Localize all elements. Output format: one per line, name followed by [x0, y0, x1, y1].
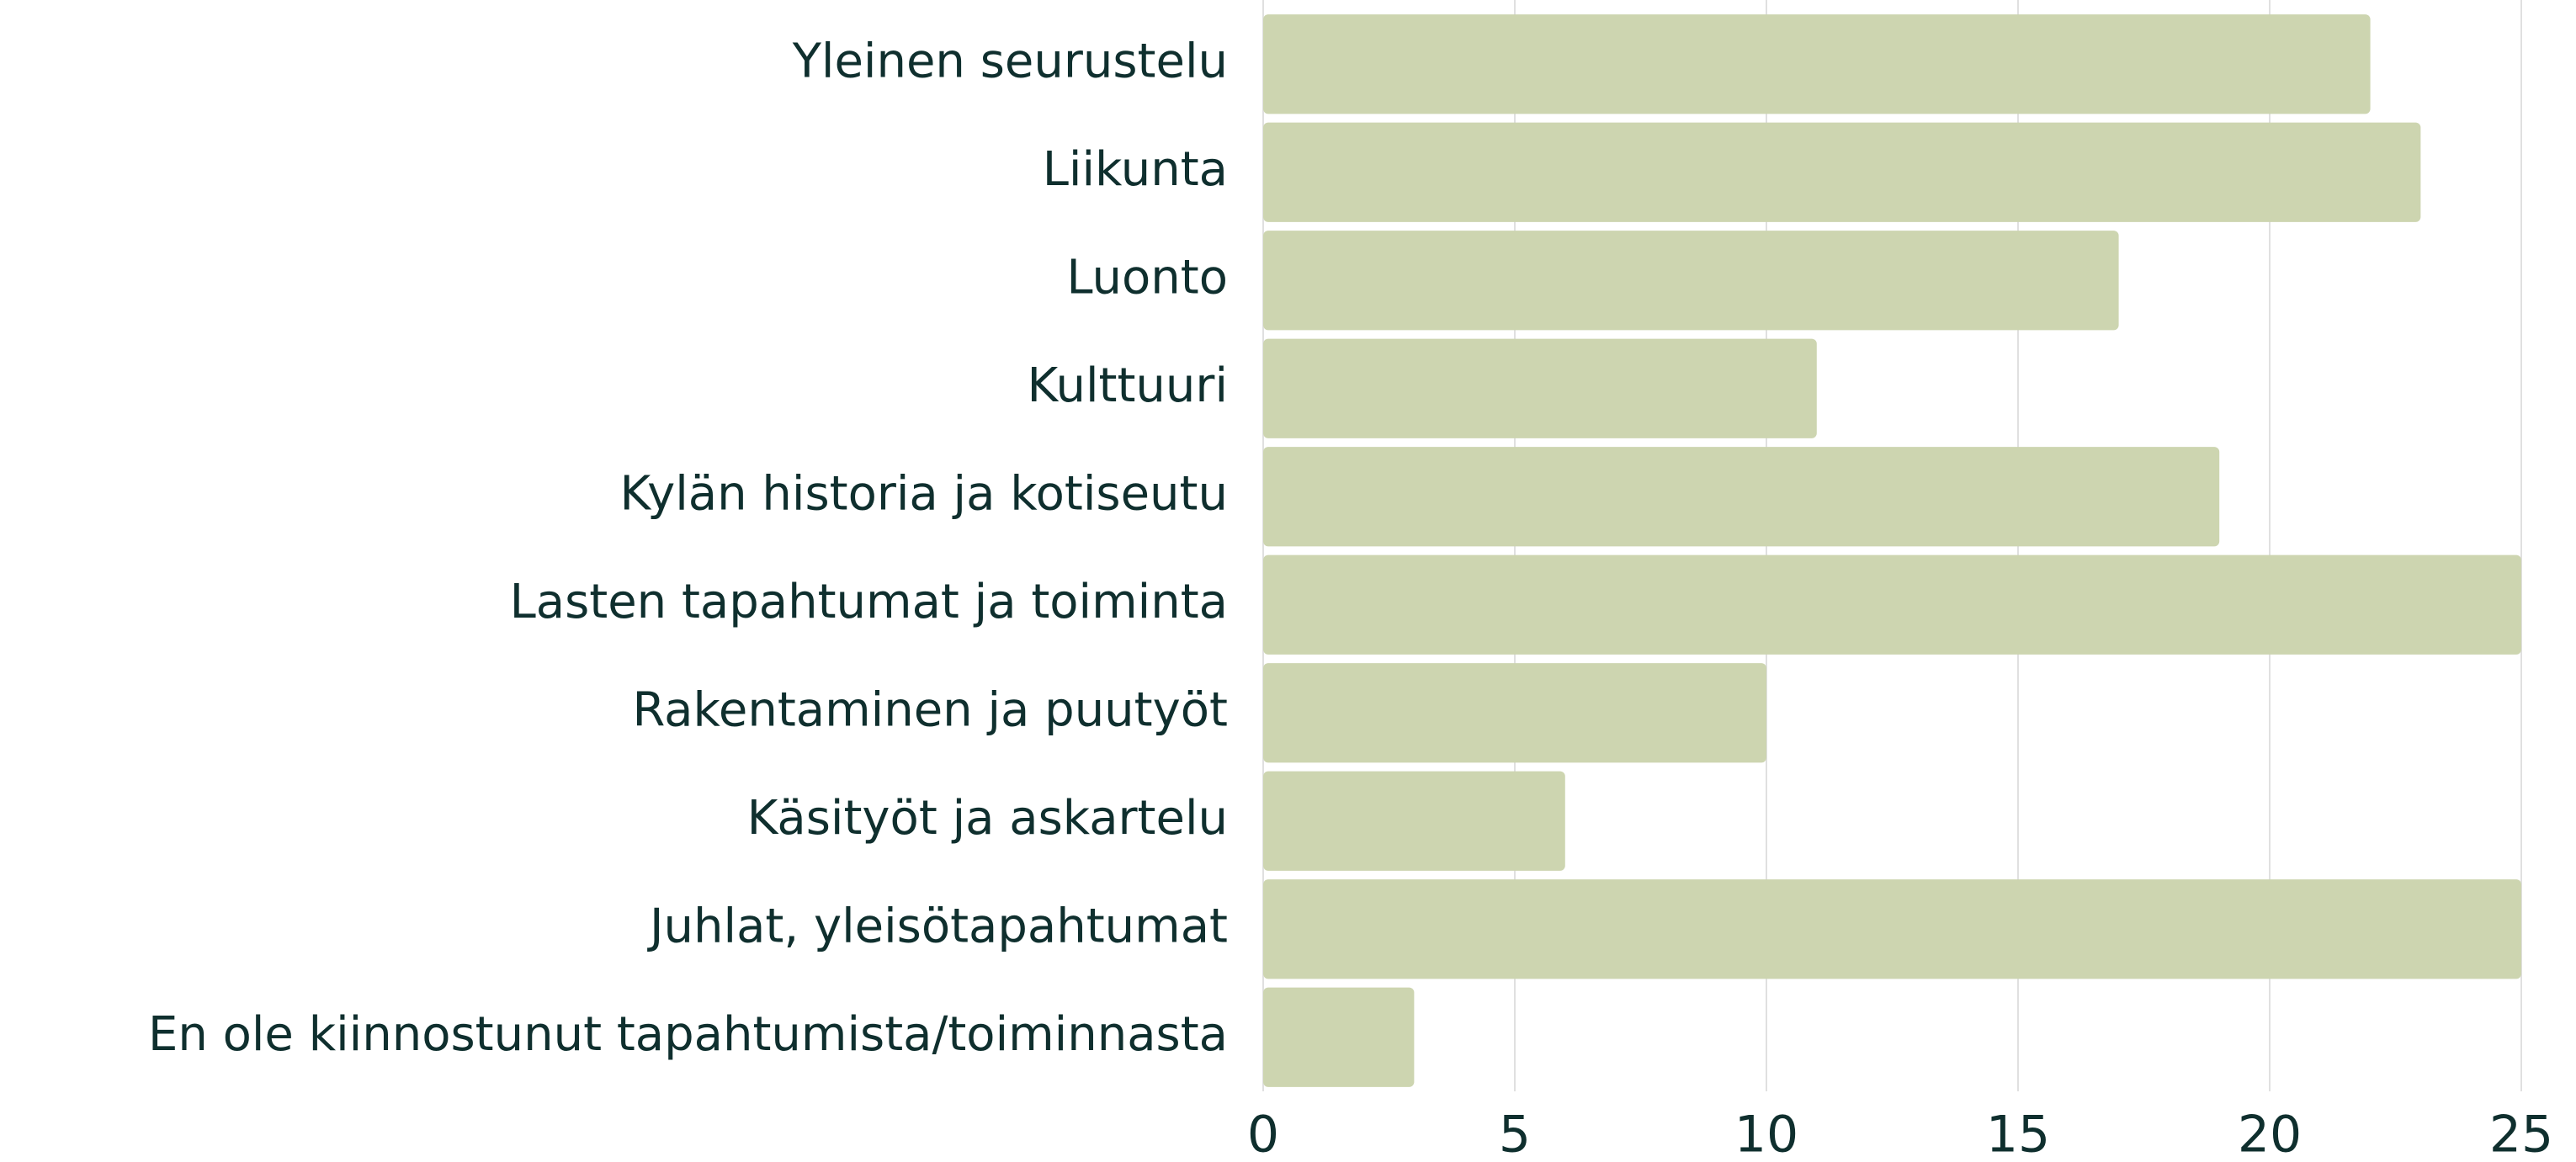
bar	[1263, 663, 1766, 763]
bar	[1263, 879, 2521, 979]
y-tick-label: Yleinen seurustelu	[792, 34, 1228, 88]
bar	[1263, 14, 2371, 114]
x-tick-label: 25	[2489, 1106, 2553, 1162]
y-tick-label: Liikunta	[1043, 142, 1228, 197]
y-tick-label: Rakentaminen ja puutyöt	[632, 682, 1228, 737]
y-tick-label: Lasten tapahtumat ja toiminta	[510, 575, 1228, 629]
bar	[1263, 447, 2220, 547]
bar	[1263, 231, 2119, 331]
x-tick-label: 0	[1247, 1106, 1279, 1162]
x-tick-label: 15	[1986, 1106, 2050, 1162]
x-tick-label: 5	[1499, 1106, 1531, 1162]
y-tick-label: Juhlat, yleisötapahtumat	[647, 899, 1228, 953]
bar	[1263, 122, 2421, 222]
y-tick-label: Kulttuuri	[1028, 358, 1228, 413]
bar	[1263, 338, 1817, 438]
y-tick-label: Kylän historia ja kotiseutu	[619, 466, 1228, 521]
y-tick-label: Luonto	[1066, 250, 1228, 305]
x-tick-label: 20	[2238, 1106, 2302, 1162]
y-tick-label: Käsityöt ja askartelu	[747, 791, 1228, 846]
x-tick-label: 10	[1734, 1106, 1798, 1162]
y-tick-label: En ole kiinnostunut tapahtumista/toiminn…	[148, 1007, 1228, 1062]
bar	[1263, 987, 1415, 1087]
bar	[1263, 771, 1565, 871]
bar	[1263, 554, 2521, 655]
